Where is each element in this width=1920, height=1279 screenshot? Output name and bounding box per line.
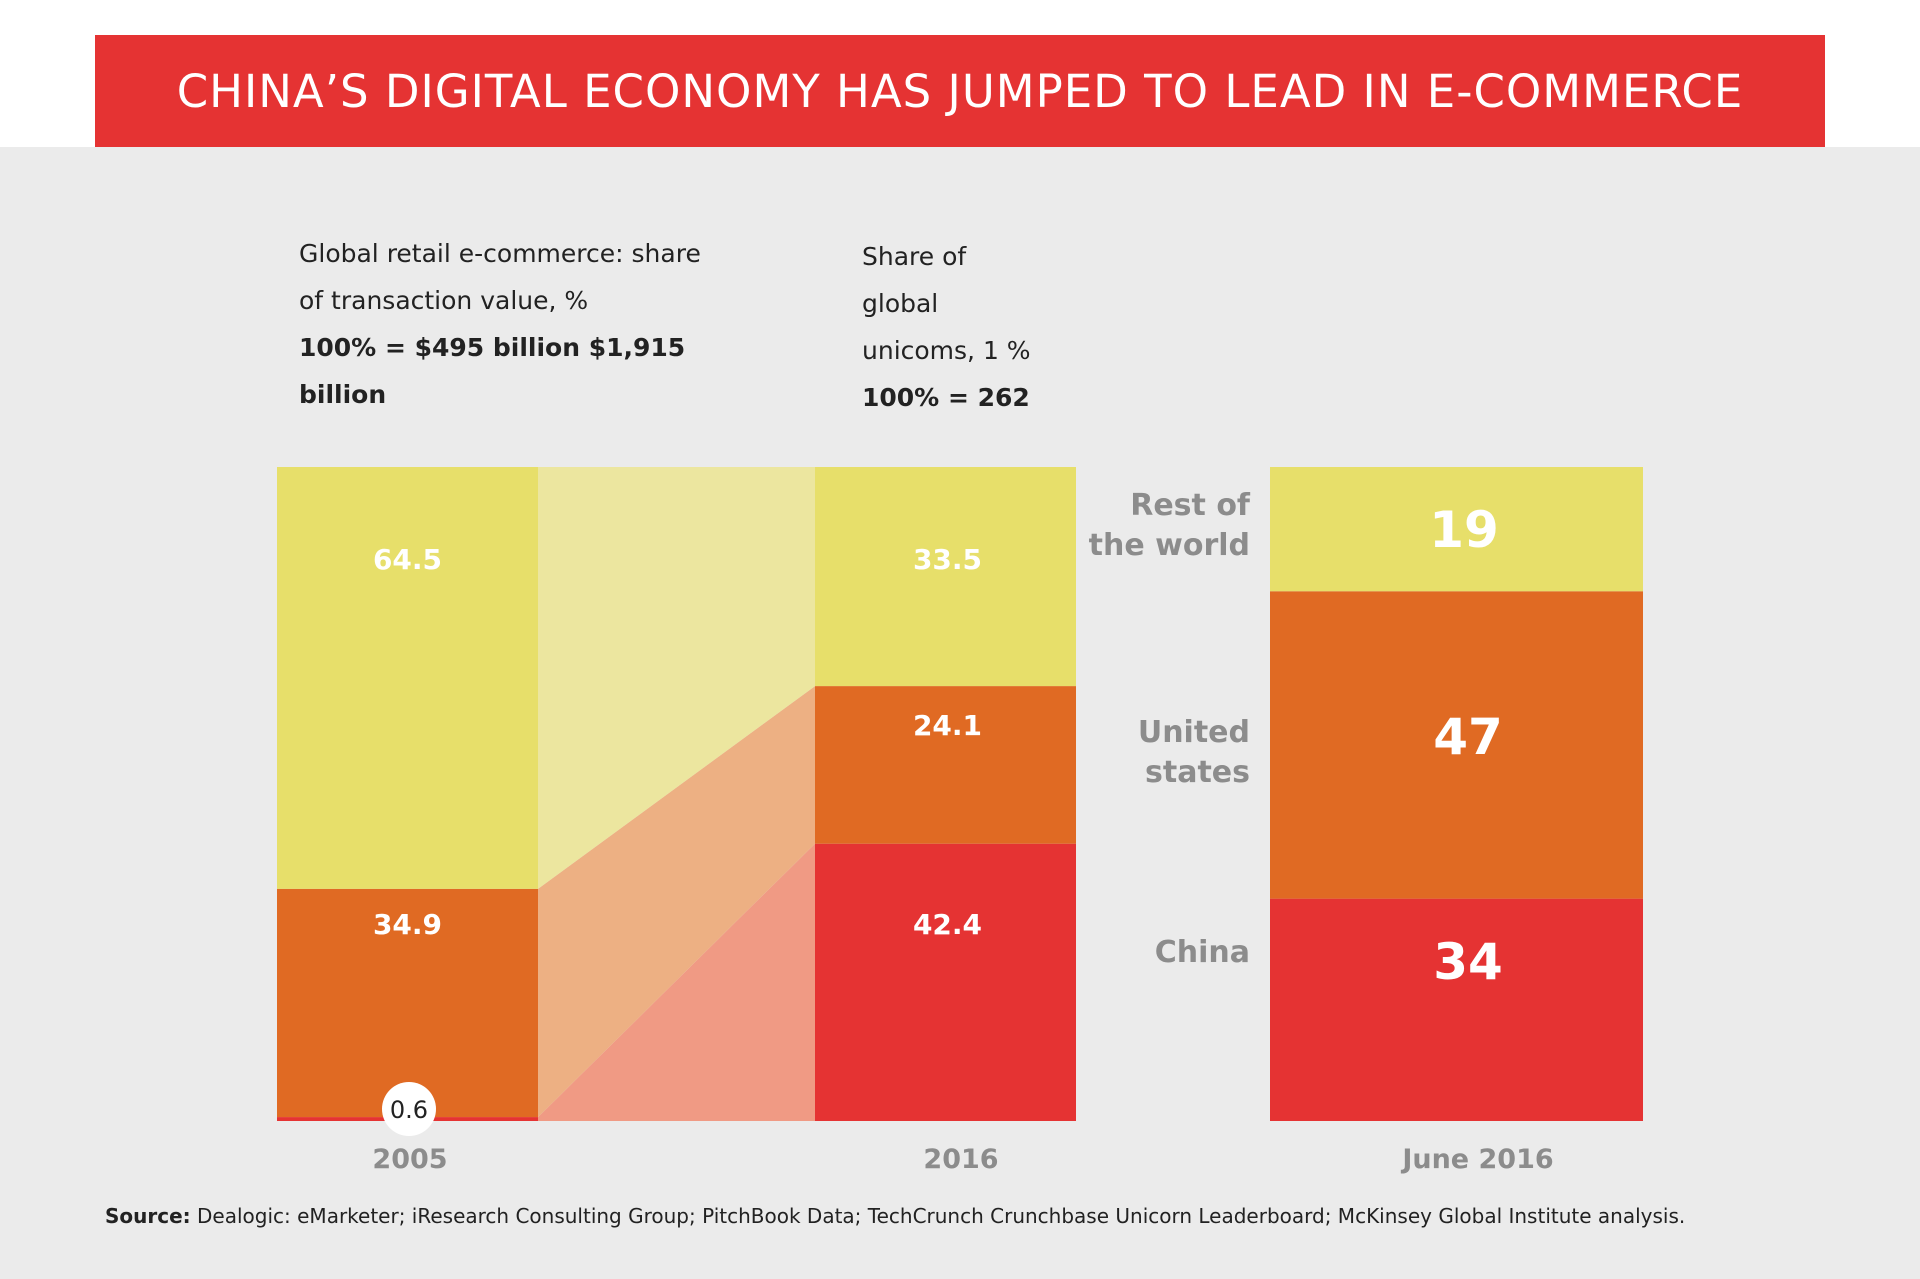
value-label-june-2016-united-states: 47 [1433, 708, 1503, 766]
right-subtitle-line-2: global [862, 289, 939, 318]
value-label-2005-rest-of-world: 64.5 [373, 543, 442, 576]
left-subtitle-line-1: Global retail e-commerce: share [299, 239, 701, 268]
value-label-june-2016-rest-of-world: 19 [1429, 501, 1499, 559]
band-rest-of-world [538, 467, 815, 889]
band-china [538, 843, 815, 1121]
year-label-2016: 2016 [923, 1144, 998, 1175]
value-label-2016-rest-of-world: 33.5 [913, 543, 982, 576]
right-subtitle-line-3: unicoms, 1 % [862, 336, 1031, 365]
bar-june-2016-rest-of-world [1270, 467, 1643, 592]
band-united-states [538, 686, 815, 1118]
source-text: Dealogic: eMarketer; iResearch Consultin… [190, 1204, 1686, 1228]
callout-label-china-2005: 0.6 [390, 1096, 428, 1124]
bar-2016-united-states [815, 686, 1076, 844]
bar-2005-united-states [277, 888, 538, 1118]
bar-2016-rest-of-world [815, 467, 1076, 687]
bar-june-2016-united-states [1270, 591, 1643, 899]
value-label-2016-china: 42.4 [913, 908, 982, 941]
bar-2005-rest-of-world [277, 467, 538, 889]
left-subtitle-line-4: billion [299, 380, 387, 409]
page-title: CHINA’S DIGITAL ECONOMY HAS JUMPED TO LE… [176, 64, 1744, 118]
region-label-united-states-line-2: states [1145, 755, 1250, 790]
region-label-united-states-line-1: United [1138, 715, 1250, 750]
left-subtitle-line-2: of transaction value, % [299, 286, 589, 315]
value-label-2005-united-states: 34.9 [373, 908, 442, 941]
right-subtitle-line-1: Share of [862, 242, 967, 271]
bar-june-2016-china [1270, 898, 1643, 1121]
bar-2016-china [815, 843, 1076, 1121]
region-label-rest-of-world-line-1: Rest of [1130, 488, 1251, 523]
source-label: Source: [105, 1204, 191, 1228]
year-label-june-2016: June 2016 [1400, 1144, 1553, 1175]
region-label-china-line-1: China [1155, 935, 1250, 970]
title-banner: CHINA’S DIGITAL ECONOMY HAS JUMPED TO LE… [95, 35, 1825, 147]
region-label-rest-of-world-line-2: the world [1089, 528, 1250, 563]
callout-circle-china-2005 [382, 1082, 436, 1136]
right-chart-subtitle: Share of global unicoms, 1 % 100% = 262 [862, 233, 1062, 421]
left-subtitle-line-3: 100% = $495 billion $1,915 [299, 333, 686, 362]
value-label-2016-united-states: 24.1 [913, 709, 982, 742]
right-subtitle-line-4: 100% = 262 [862, 383, 1030, 412]
left-chart-subtitle: Global retail e-commerce: share of trans… [299, 230, 729, 418]
year-label-2005: 2005 [372, 1144, 447, 1175]
value-label-june-2016-china: 34 [1433, 933, 1503, 991]
source-note: Source: Dealogic: eMarketer; iResearch C… [105, 1204, 1685, 1228]
